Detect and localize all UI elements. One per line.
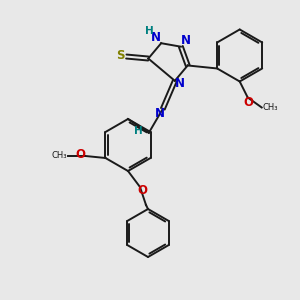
- Text: N: N: [151, 31, 161, 44]
- Text: H: H: [145, 26, 154, 36]
- Text: O: O: [76, 148, 85, 161]
- Text: O: O: [244, 96, 254, 109]
- Text: N: N: [175, 77, 185, 90]
- Text: N: N: [181, 34, 191, 47]
- Text: S: S: [116, 49, 124, 62]
- Text: H: H: [134, 126, 143, 136]
- Text: CH₃: CH₃: [52, 152, 67, 160]
- Text: CH₃: CH₃: [263, 103, 278, 112]
- Text: O: O: [137, 184, 147, 197]
- Text: N: N: [155, 107, 165, 120]
